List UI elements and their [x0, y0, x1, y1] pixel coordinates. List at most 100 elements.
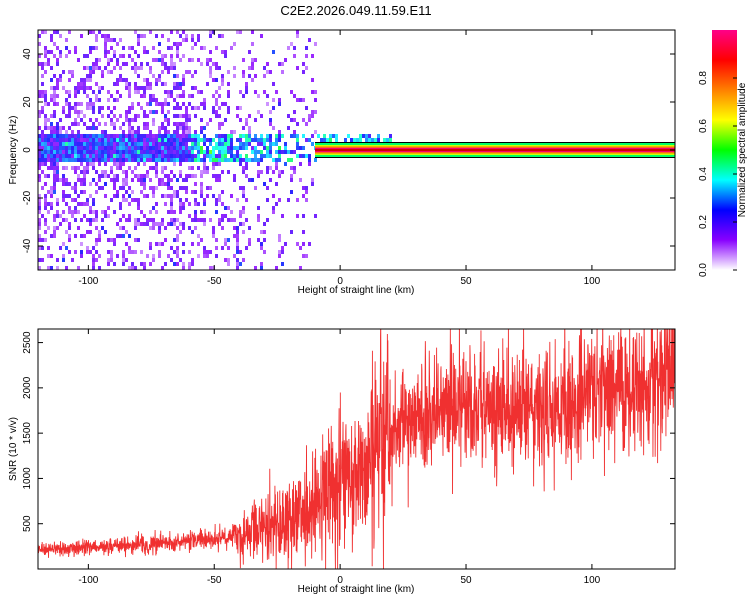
spectrogram-cell — [224, 242, 227, 246]
spectrogram-cell — [92, 150, 95, 154]
spectrogram-cell — [119, 134, 122, 138]
spectrogram-cell — [95, 34, 98, 38]
spectrogram-cell — [68, 182, 71, 186]
spectrogram-cell — [44, 26, 47, 30]
spectrogram-cell — [143, 150, 146, 154]
spectrogram-cell — [83, 66, 86, 70]
spectrogram-cell — [80, 78, 83, 82]
spectrogram-cell — [173, 222, 176, 226]
spectrogram-cell — [56, 142, 59, 146]
spectrogram-cell — [275, 166, 278, 170]
spectrogram-cell — [77, 122, 80, 126]
spectrogram-cell — [113, 98, 116, 102]
spectrogram-cell — [188, 58, 191, 62]
spectrogram-cell — [116, 82, 119, 86]
spectrogram-cell — [164, 134, 167, 138]
spectrogram-cell — [212, 78, 215, 82]
spectrogram-cell — [149, 210, 152, 214]
spectrogram-cell — [188, 134, 191, 138]
spectrogram-cell — [89, 210, 92, 214]
spectrogram-cell — [59, 74, 62, 78]
spectrogram-cell — [50, 94, 53, 98]
spectrogram-cell — [104, 146, 107, 150]
spectrogram-cell — [122, 194, 125, 198]
spectrogram-cell — [113, 114, 116, 118]
spectrogram-cell — [44, 162, 47, 166]
spectrogram-cell — [107, 70, 110, 74]
spectrogram-cell — [53, 214, 56, 218]
spectrogram-cell — [368, 138, 371, 142]
spectrogram-cell — [116, 58, 119, 62]
spectrogram-cell — [161, 138, 164, 142]
spectrogram-cell — [71, 70, 74, 74]
spectrogram-cell — [110, 178, 113, 182]
spectrogram-cell — [203, 222, 206, 226]
spectrogram-cell — [53, 90, 56, 94]
spectrogram-cell — [104, 150, 107, 154]
spectrogram-cell — [146, 78, 149, 82]
spectrogram-cell — [149, 246, 152, 250]
spectrogram-cell — [221, 218, 224, 222]
spectrogram-cell — [182, 186, 185, 190]
spectrogram-cell — [56, 198, 59, 202]
spectrogram-cell — [212, 106, 215, 110]
spectrogram-cell — [257, 150, 260, 154]
spectrogram-cell — [44, 238, 47, 242]
spectrogram-cell — [242, 258, 245, 262]
spectrogram-cell — [185, 106, 188, 110]
spectrogram-cell — [53, 170, 56, 174]
spectrogram-cell — [89, 138, 92, 142]
spectrogram-cell — [266, 62, 269, 66]
spectrogram-cell — [308, 158, 311, 162]
spectrogram-cell — [128, 186, 131, 190]
spectrogram-cell — [125, 218, 128, 222]
spectrogram-cell — [128, 214, 131, 218]
spectrogram-cell — [206, 254, 209, 258]
spectrogram-cell — [215, 146, 218, 150]
spectrogram-cell — [188, 166, 191, 170]
spectrogram-cell — [164, 66, 167, 70]
spectrogram-cell — [59, 134, 62, 138]
spectrogram-cell — [149, 218, 152, 222]
spectrogram-cell — [128, 146, 131, 150]
spectrogram-cell — [176, 178, 179, 182]
spectrogram-cell — [86, 54, 89, 58]
spectrogram-cell — [59, 54, 62, 58]
spectrogram-cell — [260, 262, 263, 266]
spectrogram-cell — [95, 26, 98, 30]
spectrogram-cell — [80, 162, 83, 166]
spectrogram-cell — [161, 110, 164, 114]
spectrogram-cell — [188, 150, 191, 154]
spectrogram-cell — [266, 186, 269, 190]
spectrogram-cell — [266, 166, 269, 170]
spectrogram-cell — [53, 154, 56, 158]
spectrogram-cell — [251, 178, 254, 182]
spectrogram-cell — [65, 182, 68, 186]
spectrogram-cell — [224, 118, 227, 122]
spectrogram-cell — [149, 26, 152, 30]
spectrogram-cell — [176, 114, 179, 118]
spectrogram-cell — [245, 246, 248, 250]
spectrogram-cell — [62, 134, 65, 138]
spectrogram-cell — [308, 154, 311, 158]
spectrogram-cell — [182, 226, 185, 230]
spectrogram-cell — [248, 158, 251, 162]
spectrogram-cell — [269, 138, 272, 142]
spectrogram-cell — [122, 130, 125, 134]
spectrogram-cell — [128, 86, 131, 90]
spectrogram-cell — [212, 194, 215, 198]
spectrogram-cell — [74, 122, 77, 126]
spectrogram-cell — [44, 62, 47, 66]
spectrogram-cell — [167, 146, 170, 150]
spectrogram-cell — [173, 262, 176, 266]
spectrogram-cell — [263, 250, 266, 254]
spectrogram-cell — [146, 86, 149, 90]
spectrogram-cell — [308, 242, 311, 246]
spectrogram-cell — [149, 86, 152, 90]
spectrogram-cell — [113, 146, 116, 150]
spectrogram-cell — [278, 134, 281, 138]
spectrogram-cell — [206, 166, 209, 170]
spectrogram-cell — [38, 166, 41, 170]
spectrogram-cell — [152, 122, 155, 126]
spectrogram-cell — [242, 166, 245, 170]
